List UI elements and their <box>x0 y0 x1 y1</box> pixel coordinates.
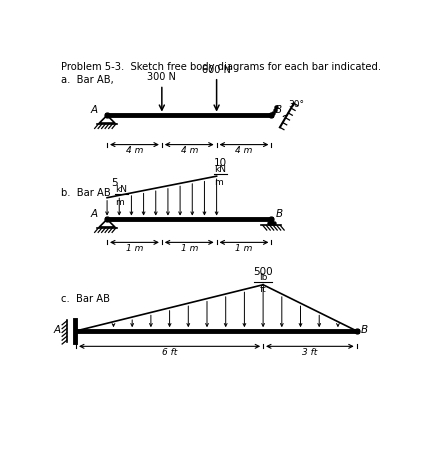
Text: 3 ft: 3 ft <box>302 348 317 357</box>
Text: 4 m: 4 m <box>235 146 252 155</box>
Text: Problem 5-3.  Sketch free body diagrams for each bar indicated.: Problem 5-3. Sketch free body diagrams f… <box>60 62 380 72</box>
Text: A: A <box>90 105 98 114</box>
Text: 500: 500 <box>253 267 272 277</box>
Text: 5: 5 <box>111 178 117 189</box>
Text: B: B <box>276 208 283 219</box>
Text: b.  Bar AB: b. Bar AB <box>60 189 110 198</box>
Text: 4 m: 4 m <box>180 146 197 155</box>
Text: A: A <box>90 208 98 219</box>
Text: ft: ft <box>259 285 266 295</box>
Text: a.  Bar AB,: a. Bar AB, <box>60 75 113 85</box>
Text: A: A <box>53 325 60 335</box>
Text: m: m <box>214 178 223 187</box>
Text: kN: kN <box>214 165 226 174</box>
Text: kN: kN <box>115 185 127 194</box>
Text: B: B <box>360 325 367 335</box>
Text: m: m <box>115 198 123 207</box>
Text: 6 ft: 6 ft <box>161 348 177 357</box>
Text: 300 N: 300 N <box>147 72 176 82</box>
Text: 4 m: 4 m <box>125 146 143 155</box>
Text: 1 m: 1 m <box>235 244 252 253</box>
Text: 10: 10 <box>214 158 227 169</box>
Text: 1 m: 1 m <box>180 244 197 253</box>
Text: lb: lb <box>258 273 266 283</box>
Text: B: B <box>274 105 281 114</box>
Text: 1 m: 1 m <box>125 244 143 253</box>
Text: 30°: 30° <box>288 100 304 109</box>
Text: 600 N: 600 N <box>202 64 230 75</box>
Text: c.  Bar AB: c. Bar AB <box>60 294 109 304</box>
